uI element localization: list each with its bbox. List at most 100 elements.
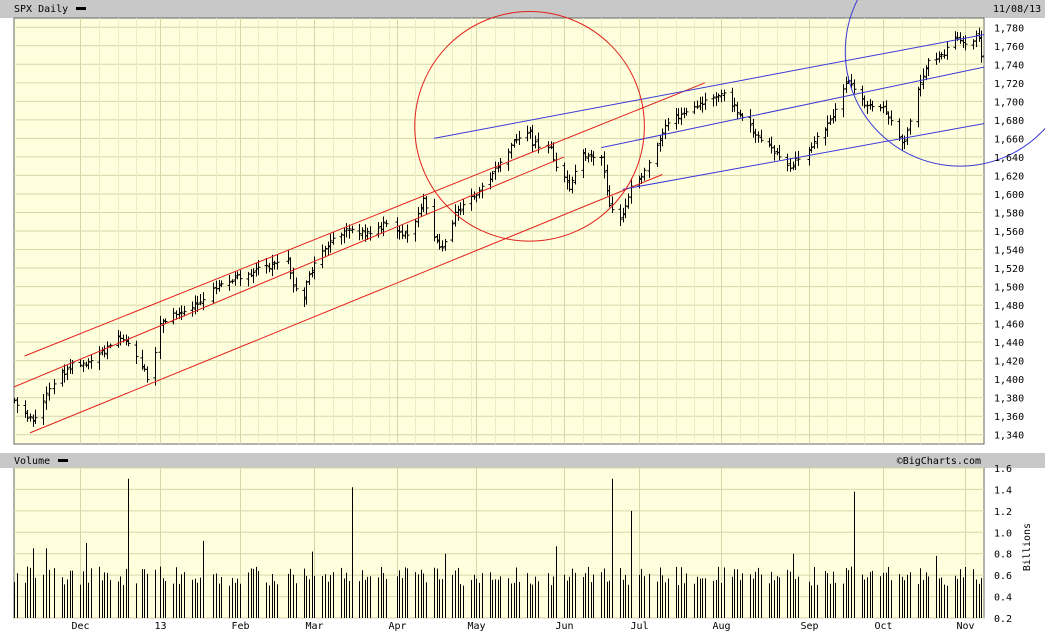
price-bar: [666, 117, 671, 131]
price-bar: [551, 142, 556, 163]
price-tick-label: 1,700: [994, 97, 1024, 108]
price-bar: [722, 89, 727, 102]
price-bar: [15, 397, 20, 413]
price-bar: [312, 256, 317, 280]
price-tick-label: 1,720: [994, 79, 1024, 90]
price-bar: [307, 271, 312, 285]
trendline: [29, 174, 663, 434]
volume-tick-label: 0.6: [994, 571, 1012, 582]
price-bar: [14, 397, 17, 404]
price-panel-header: [0, 0, 1045, 18]
volume-legend-swatch: [58, 459, 68, 462]
price-bar: [772, 145, 777, 161]
month-tick-label: Oct: [874, 621, 892, 632]
price-bar: [238, 270, 243, 287]
price-bar: [642, 167, 647, 181]
price-bar: [562, 162, 567, 183]
month-tick-label: Feb: [231, 621, 249, 632]
price-bar: [275, 254, 280, 270]
price-tick-label: 1,460: [994, 320, 1024, 331]
price-bar: [461, 198, 466, 215]
price-bar: [182, 305, 187, 317]
volume-tick-label: 0.4: [994, 593, 1012, 604]
price-bar: [424, 195, 429, 215]
price-bar: [825, 115, 830, 137]
price-bar: [227, 274, 232, 291]
price-bar: [195, 295, 200, 312]
price-bar: [945, 41, 950, 60]
price-bar: [264, 258, 269, 274]
price-bar: [735, 101, 740, 120]
price-bar: [443, 238, 448, 251]
price-chart-date: 11/08/13: [993, 4, 1041, 15]
price-bar: [509, 142, 514, 159]
price-bar: [490, 171, 495, 183]
price-bar: [458, 202, 463, 216]
annotations: [414, 0, 1045, 242]
price-bar: [86, 358, 91, 370]
price-bar: [684, 107, 689, 116]
price-tick-label: 1,560: [994, 227, 1024, 238]
trendline: [622, 123, 984, 190]
price-bar: [711, 94, 716, 107]
month-tick-label: May: [467, 621, 485, 632]
volume-tick-label: 1.6: [994, 464, 1012, 475]
price-bar: [47, 382, 52, 401]
price-bar: [660, 128, 665, 147]
price-grid: [14, 18, 984, 444]
price-bar: [400, 224, 405, 240]
price-bar: [198, 293, 203, 306]
month-tick-label: Jul: [630, 621, 648, 632]
price-bar: [304, 280, 309, 305]
trendlines: [14, 34, 984, 434]
price-bar: [440, 240, 445, 252]
price-bar: [599, 155, 604, 166]
volume-panel-header: [0, 453, 1045, 468]
month-tick-label: Mar: [305, 621, 323, 632]
price-bar: [573, 164, 578, 185]
price-bar: [862, 95, 867, 109]
x-axis: Dec 13 Feb Mar Apr May Jun Jul Aug Sep Oct Nov: [71, 621, 974, 632]
price-bar: [870, 100, 875, 112]
price-tick-label: 1,520: [994, 264, 1024, 275]
price-bar: [908, 118, 913, 135]
price-bar: [41, 394, 46, 425]
price-bar: [785, 153, 790, 172]
price-bar: [618, 204, 623, 227]
price-bar: [655, 142, 660, 167]
price-bar: [695, 100, 700, 109]
price-tick-label: 1,600: [994, 190, 1024, 201]
price-bar: [679, 107, 684, 125]
price-bar: [272, 260, 277, 270]
price-bar: [918, 74, 923, 97]
volume-tick-label: 0.8: [994, 550, 1012, 561]
price-bar: [506, 148, 511, 171]
price-bar: [163, 318, 168, 324]
price-bar: [591, 151, 596, 166]
price-bar: [852, 79, 857, 94]
price-bar: [849, 73, 854, 90]
month-tick-label: Apr: [388, 621, 406, 632]
price-tick-label: 1,480: [994, 301, 1024, 312]
price-tick-label: 1,640: [994, 153, 1024, 164]
price-tick-label: 1,760: [994, 42, 1024, 53]
price-bar: [291, 267, 296, 293]
price-bar: [647, 159, 652, 179]
price-tick-label: 1,340: [994, 431, 1024, 442]
price-bar: [432, 198, 437, 242]
price-bar: [815, 132, 820, 149]
month-tick-label: Aug: [712, 621, 730, 632]
price-bar: [413, 218, 418, 242]
price-tick-label: 1,620: [994, 171, 1024, 182]
price-bar: [623, 198, 628, 219]
price-bar: [793, 151, 798, 171]
price-bar: [886, 111, 891, 125]
price-bar: [716, 93, 721, 103]
trendline: [14, 156, 565, 388]
trendline: [433, 34, 984, 139]
price-chart-title: SPX Daily: [14, 4, 68, 15]
price-tick-label: 1,440: [994, 338, 1024, 349]
volume-tick-label: 1.0: [994, 528, 1012, 539]
price-bar: [570, 176, 575, 194]
price-bar: [905, 127, 910, 145]
